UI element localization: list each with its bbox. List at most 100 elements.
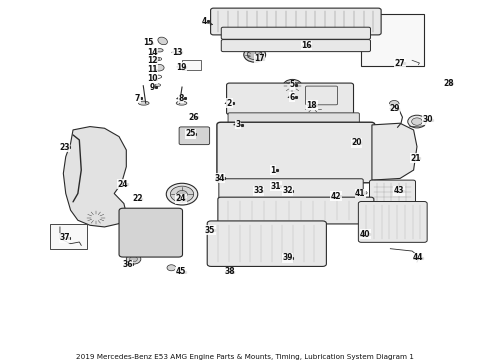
Ellipse shape [408,115,426,128]
Ellipse shape [253,116,261,121]
Ellipse shape [334,133,348,170]
Ellipse shape [384,129,396,138]
Ellipse shape [82,203,87,206]
Text: 12: 12 [147,57,157,66]
FancyBboxPatch shape [211,8,381,35]
Ellipse shape [82,173,87,176]
Ellipse shape [316,186,323,193]
Ellipse shape [336,136,346,167]
Ellipse shape [246,183,260,197]
Ellipse shape [286,82,299,91]
Ellipse shape [304,102,321,115]
Ellipse shape [171,186,194,202]
FancyBboxPatch shape [179,127,210,145]
Polygon shape [63,127,126,227]
Ellipse shape [158,37,168,45]
Ellipse shape [253,92,266,105]
Ellipse shape [153,64,164,71]
Ellipse shape [89,185,94,188]
Text: 40: 40 [360,230,370,239]
Text: 24: 24 [176,194,186,203]
Ellipse shape [89,143,94,146]
Ellipse shape [166,183,198,205]
Ellipse shape [294,116,301,121]
Ellipse shape [338,186,346,193]
Text: 10: 10 [147,74,157,83]
Ellipse shape [370,55,401,65]
Ellipse shape [156,58,160,60]
Ellipse shape [89,161,94,164]
Ellipse shape [354,30,360,37]
Ellipse shape [89,209,94,212]
Ellipse shape [82,209,87,212]
Text: 37: 37 [59,233,70,242]
Ellipse shape [237,30,243,37]
Ellipse shape [331,92,343,105]
Ellipse shape [90,213,101,222]
Ellipse shape [259,42,265,49]
Text: 36: 36 [122,260,133,269]
Ellipse shape [402,189,408,193]
Text: 3: 3 [236,120,241,129]
Ellipse shape [82,197,87,200]
Ellipse shape [82,149,87,152]
Ellipse shape [177,190,187,198]
FancyBboxPatch shape [228,113,359,124]
Text: 8: 8 [178,94,184,103]
Text: 41: 41 [355,189,366,198]
Ellipse shape [126,254,141,264]
Text: 32: 32 [282,186,293,195]
Ellipse shape [334,116,342,121]
Ellipse shape [412,118,422,125]
Ellipse shape [89,197,94,200]
Text: 21: 21 [410,153,421,162]
Ellipse shape [156,49,163,52]
Text: 4: 4 [201,17,206,26]
FancyBboxPatch shape [226,83,353,114]
Ellipse shape [291,30,296,37]
Text: 39: 39 [282,253,293,262]
Text: 7: 7 [135,94,140,103]
Text: 30: 30 [423,116,433,125]
Ellipse shape [89,191,94,194]
Text: 28: 28 [443,78,454,87]
Text: 15: 15 [143,39,153,48]
Ellipse shape [269,136,279,167]
Text: 13: 13 [172,48,182,57]
Ellipse shape [301,42,307,49]
Ellipse shape [82,155,87,158]
Ellipse shape [244,47,266,62]
Ellipse shape [313,183,326,197]
Text: 38: 38 [224,267,235,276]
Ellipse shape [89,179,94,182]
Text: 11: 11 [147,65,157,74]
Text: 34: 34 [215,174,225,183]
Ellipse shape [82,167,87,170]
Ellipse shape [247,136,257,167]
Text: 9: 9 [149,82,155,91]
Ellipse shape [82,161,87,164]
Ellipse shape [138,101,149,105]
Ellipse shape [292,92,304,105]
Ellipse shape [312,42,318,49]
FancyBboxPatch shape [358,202,427,242]
Text: 18: 18 [307,101,317,110]
Text: 26: 26 [188,113,198,122]
Ellipse shape [247,50,262,60]
Ellipse shape [289,133,304,170]
Text: 43: 43 [394,186,404,195]
Ellipse shape [291,183,304,197]
Ellipse shape [333,30,339,37]
Text: 22: 22 [132,194,143,203]
Ellipse shape [269,30,275,37]
Ellipse shape [259,30,265,37]
FancyBboxPatch shape [221,40,370,51]
Ellipse shape [223,183,237,197]
Ellipse shape [335,183,349,197]
Ellipse shape [280,30,286,37]
Ellipse shape [82,191,87,194]
Ellipse shape [211,12,219,31]
Text: 44: 44 [413,253,424,262]
FancyBboxPatch shape [369,180,416,212]
Ellipse shape [384,166,396,174]
